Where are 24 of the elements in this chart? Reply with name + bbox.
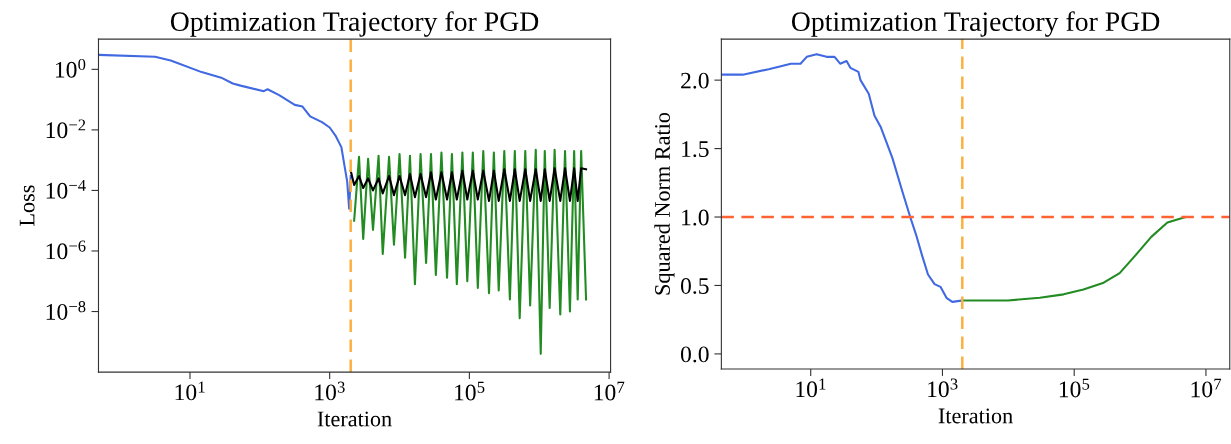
y-tick-label: 2.0 <box>681 72 709 89</box>
y-tick-label: 1.0 <box>682 209 709 226</box>
y-tick-label: 10$^{−6}$ <box>46 240 86 260</box>
y-tick-label: 10$^{0}$ <box>55 58 86 78</box>
y-tick-label: 10$^{−2}$ <box>46 119 86 139</box>
x-tick-label: 10$^{1}$ <box>175 381 205 401</box>
x-axis-title: Iteration <box>317 411 392 427</box>
y-axis-title: Loss <box>19 185 35 226</box>
y-tick-label: 0.0 <box>680 346 709 363</box>
y-tick-label: 0.5 <box>680 277 709 294</box>
x-tick-label: 10$^{3}$ <box>928 378 958 398</box>
x-tick-label: 10$^{7}$ <box>1191 378 1222 398</box>
y-tick-label: 10$^{−8}$ <box>46 301 86 320</box>
chart-title: Optimization Trajectory for PGD <box>170 11 539 37</box>
x-tick-label: 10$^{3}$ <box>315 381 345 401</box>
y-axis-title: Squared Norm Ratio <box>654 112 675 295</box>
x-tick-label: 10$^{7}$ <box>594 381 625 401</box>
x-tick-label: 10$^{5}$ <box>455 381 485 401</box>
y-tick-label: 1.5 <box>682 141 709 158</box>
x-tick-label: 10$^{1}$ <box>796 378 826 398</box>
y-tick-label: 10$^{−4}$ <box>46 179 86 199</box>
x-tick-label: 10$^{5}$ <box>1059 378 1090 398</box>
chart-title: Optimization Trajectory for PGD <box>791 11 1160 37</box>
x-axis-title: Iteration <box>938 408 1013 424</box>
